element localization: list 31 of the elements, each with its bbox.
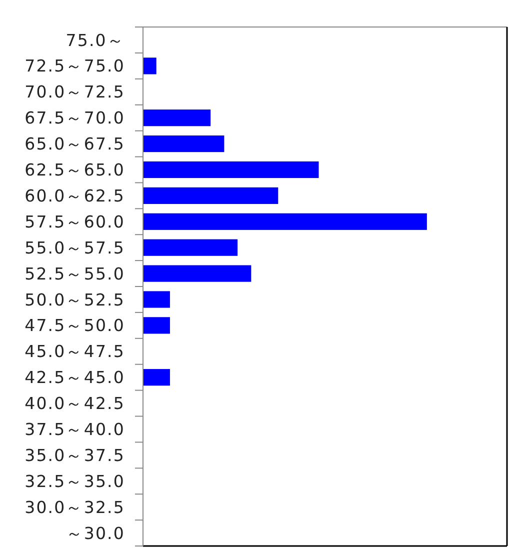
y-tick-label: 52.5～55.0	[24, 264, 125, 284]
bar	[143, 369, 170, 386]
bar	[143, 161, 319, 178]
bar	[143, 187, 278, 204]
bar	[143, 110, 211, 126]
y-tick-label: 40.0～42.5	[24, 394, 125, 414]
bar	[143, 265, 252, 282]
y-tick-label: 65.0～67.5	[24, 134, 125, 154]
y-tick-label: 35.0～37.5	[24, 446, 125, 465]
bar	[143, 213, 427, 230]
bar	[143, 58, 156, 74]
bar	[143, 135, 224, 152]
bar	[143, 239, 238, 256]
y-tick-label: 42.5～45.0	[24, 368, 125, 388]
bar	[143, 291, 170, 308]
y-tick-label: 60.0～62.5	[24, 186, 125, 206]
y-tick-label: 32.5～35.0	[24, 472, 125, 491]
y-tick-label: ～30.0	[66, 524, 125, 543]
y-tick-label: 57.5～60.0	[24, 212, 125, 232]
y-tick-label: 45.0～47.5	[24, 342, 125, 362]
y-tick-label: 67.5～70.0	[24, 108, 125, 128]
y-tick-label: 70.0～72.5	[24, 82, 125, 102]
y-tick-label: 75.0～	[66, 30, 125, 50]
bar	[143, 317, 170, 334]
y-tick-label: 37.5～40.0	[24, 420, 125, 439]
y-tick-label: 30.0～32.5	[24, 498, 125, 517]
y-tick-label: 50.0～52.5	[24, 290, 125, 310]
y-tick-label: 47.5～50.0	[24, 316, 125, 336]
y-tick-label: 62.5～65.0	[24, 160, 125, 180]
y-tick-label: 55.0～57.5	[24, 238, 125, 258]
y-tick-label: 72.5～75.0	[24, 56, 125, 76]
